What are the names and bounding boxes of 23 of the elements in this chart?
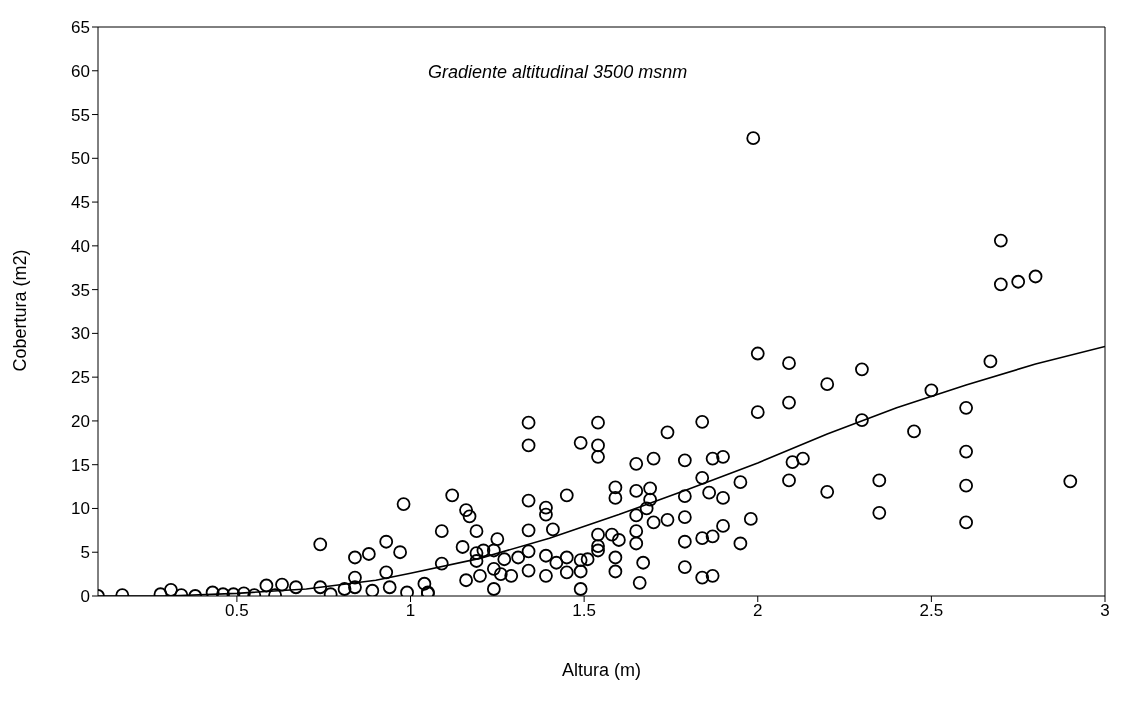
y-tick-label: 40 [71,236,90,256]
y-tick-label: 60 [71,61,90,81]
y-tick-label: 30 [71,324,90,344]
x-axis-title: Altura (m) [561,660,642,680]
x-tick-label: 1 [405,601,416,621]
y-tick-label: 20 [71,411,90,431]
x-tick-label: 0.5 [225,601,249,621]
y-axis-title: Cobertura (m2) [10,249,31,372]
annotation: Gradiente altitudinal 3500 msnm [428,62,688,83]
y-tick-label: 50 [71,149,90,169]
x-tick-label: 1.5 [572,601,596,621]
y-tick-label: 5 [80,543,90,563]
y-tick-label: 65 [71,18,90,38]
y-tick-label: 45 [71,193,90,213]
y-tick-label: 0 [80,587,90,607]
x-tick-label: 2 [753,601,763,621]
x-tick-label: 3 [1100,601,1110,621]
y-tick-label: 15 [71,455,90,475]
y-tick-label: 25 [71,368,90,388]
x-tick-label: 2.5 [919,601,944,621]
y-tick-label: 10 [71,499,90,519]
y-tick-label: 35 [71,280,90,300]
y-tick-label: 55 [71,105,90,125]
